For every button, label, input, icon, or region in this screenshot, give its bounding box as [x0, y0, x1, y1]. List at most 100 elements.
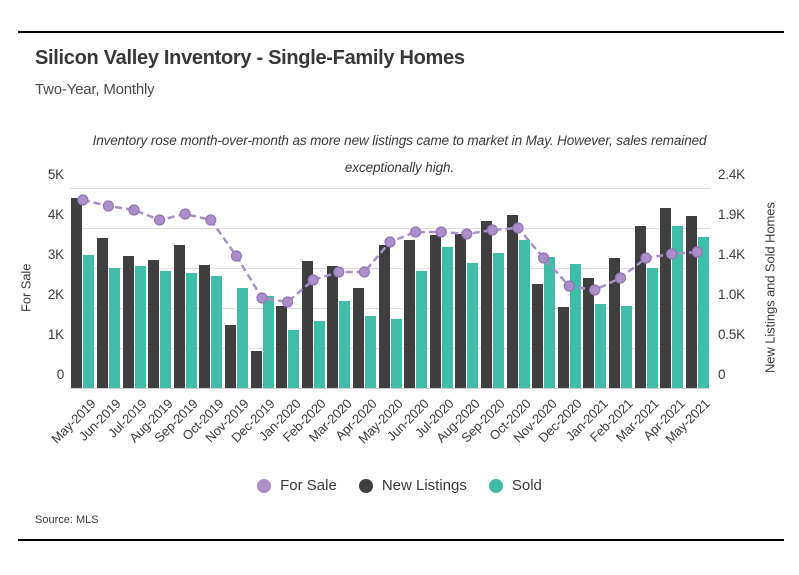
bar-new-listings[interactable]: [557, 307, 569, 388]
for-sale-point[interactable]: Mar-2020 For Sale: 2.9K: [333, 266, 345, 278]
bar-sold[interactable]: [416, 271, 428, 388]
bar-new-listings[interactable]: [122, 256, 134, 388]
gridline: [70, 388, 710, 389]
legend-item-for-sale[interactable]: For Sale: [257, 477, 337, 494]
bar-sold[interactable]: [339, 301, 351, 388]
bar-new-listings[interactable]: [532, 283, 544, 388]
for-sale-point[interactable]: Nov-2019 For Sale: 3.3K: [230, 250, 242, 262]
bar-new-listings[interactable]: [404, 239, 416, 388]
bar-sold[interactable]: [211, 275, 223, 388]
bar-sold[interactable]: [595, 303, 607, 388]
bar-new-listings[interactable]: [199, 264, 211, 388]
plot-area: 0 1K 2K 3K 4K 5K 0 0.5K 1.0K 1.4K 1.9K 2.4K For Sa…: [19, 167, 778, 446]
for-sale-point[interactable]: May-2021 For Sale: 3.4K: [691, 246, 703, 258]
bar-new-listings[interactable]: [634, 225, 646, 388]
bar-sold[interactable]: [364, 316, 376, 388]
for-sale-point[interactable]: Apr-2020 For Sale: 2.9K: [358, 266, 370, 278]
bar-sold[interactable]: [262, 296, 274, 388]
bar-sold[interactable]: [544, 257, 556, 388]
for-sale-point[interactable]: Oct-2020 For Sale: 4K: [512, 222, 524, 234]
for-sale-point[interactable]: Feb-2021 For Sale: 2.75K: [614, 272, 627, 284]
for-sale-point[interactable]: May-2019 For Sale: 4.7K: [77, 194, 89, 206]
bar-new-listings[interactable]: [327, 266, 339, 388]
bar-new-listings[interactable]: [685, 215, 697, 388]
for-sale-point[interactable]: Aug-2019 For Sale: 4.2K: [153, 214, 166, 226]
for-sale-point[interactable]: Dec-2019 For Sale: 2.25K: [256, 292, 268, 304]
bar-new-listings[interactable]: [148, 259, 160, 388]
bar-new-listings[interactable]: [71, 198, 83, 388]
legend-dot-icon: [358, 478, 373, 493]
for-sale-point[interactable]: Mar-2021 For Sale: 3.25K: [640, 252, 652, 264]
right-axis-tick-label: 1.0K: [718, 287, 745, 302]
left-axis-tick-label: 3K: [47, 247, 64, 262]
for-sale-point[interactable]: Nov-2020 For Sale: 3.25K: [538, 252, 550, 264]
bar-new-listings[interactable]: [96, 238, 108, 388]
bar-sold[interactable]: [108, 268, 120, 388]
for-sale-point[interactable]: Jul-2020 For Sale: 3.9K: [435, 226, 447, 238]
bar-sold[interactable]: [620, 306, 632, 388]
bar-sold[interactable]: [160, 270, 172, 388]
left-axis-tick-label: 1K: [47, 327, 64, 342]
bar-new-listings[interactable]: [506, 214, 518, 388]
chart-subtitle: Two-Year, Monthly: [35, 81, 155, 98]
bar-new-listings[interactable]: [276, 306, 288, 388]
for-sale-point[interactable]: Jun-2019 For Sale: 4.55K: [102, 200, 115, 212]
legend-dot-icon: [488, 478, 503, 493]
for-sale-point[interactable]: Apr-2021 For Sale: 3.35K: [665, 248, 678, 260]
bar-sold[interactable]: [569, 263, 581, 388]
for-sale-line-layer: May-2019 For Sale: 4.7K Jun-2019 For Sale…: [77, 194, 703, 308]
bar-sold[interactable]: [288, 329, 300, 388]
bar-sold[interactable]: [313, 320, 325, 388]
gridline: [70, 228, 710, 229]
bar-sold[interactable]: [467, 263, 479, 388]
chart-annotation: Inventory rose month-over-month as more …: [92, 133, 707, 175]
bar-new-listings[interactable]: [583, 278, 595, 388]
for-sale-point[interactable]: Sep-2019 For Sale: 4.35K: [179, 208, 191, 220]
bar-sold[interactable]: [390, 318, 402, 388]
bar-new-listings[interactable]: [250, 351, 262, 388]
bar-sold[interactable]: [134, 266, 146, 388]
bar-new-listings[interactable]: [378, 244, 390, 388]
bar-sold[interactable]: [441, 247, 453, 388]
legend-dot-icon: [257, 478, 272, 493]
bar-new-listings[interactable]: [455, 233, 467, 388]
for-sale-point[interactable]: May-2020 For Sale: 3.65K: [384, 236, 396, 248]
bottom-divider: [18, 539, 784, 541]
right-axis-title: New Listings and Sold Homes: [762, 202, 778, 374]
left-axis-title: For Sale: [18, 263, 34, 313]
legend-item-new-listings[interactable]: New Listings: [358, 477, 467, 494]
gridline: [70, 308, 710, 309]
legend-item-sold[interactable]: Sold: [488, 477, 542, 494]
legend-label: New Listings: [381, 477, 467, 494]
bar-new-listings[interactable]: [352, 288, 364, 388]
left-axis-tick-label: 2K: [47, 287, 64, 302]
bar-new-listings[interactable]: [173, 244, 185, 388]
for-sale-point[interactable]: Feb-2020 For Sale: 2.7K: [307, 274, 319, 286]
bar-new-listings[interactable]: [660, 208, 672, 388]
bar-new-listings[interactable]: [224, 324, 236, 388]
right-axis-tick-label: 2.4K: [718, 167, 745, 182]
bar-sold[interactable]: [518, 239, 530, 388]
bar-sold[interactable]: [492, 253, 504, 388]
left-axis-tick-label: 5K: [47, 167, 64, 182]
for-sale-point[interactable]: Oct-2019 For Sale: 4.2K: [205, 214, 217, 226]
bar-sold[interactable]: [236, 288, 248, 388]
for-sale-point[interactable]: Sep-2020 For Sale: 3.95K: [486, 224, 498, 236]
bar-new-listings[interactable]: [301, 261, 313, 388]
bar-sold[interactable]: [83, 254, 95, 388]
bar-sold[interactable]: [185, 273, 197, 388]
bar-new-listings[interactable]: [480, 221, 492, 388]
for-sale-point[interactable]: Aug-2020 For Sale: 3.85K: [461, 228, 473, 240]
for-sale-point[interactable]: Dec-2020 For Sale: 2.55K: [563, 280, 575, 292]
for-sale-point[interactable]: Jan-2021 For Sale: 2.45K: [589, 284, 601, 296]
bar-new-listings[interactable]: [429, 234, 441, 388]
source-note: Source: MLS: [35, 514, 99, 526]
bar-new-listings[interactable]: [608, 258, 620, 388]
for-sale-point[interactable]: Jun-2020 For Sale: 3.9K: [410, 226, 422, 238]
bar-sold[interactable]: [672, 226, 684, 388]
top-divider: [18, 31, 784, 33]
for-sale-point[interactable]: Jul-2019 For Sale: 4.45K: [128, 204, 140, 216]
bar-sold[interactable]: [697, 237, 709, 388]
bar-sold[interactable]: [646, 268, 658, 388]
for-sale-point[interactable]: Jan-2020 For Sale: 2.15K: [282, 296, 294, 308]
